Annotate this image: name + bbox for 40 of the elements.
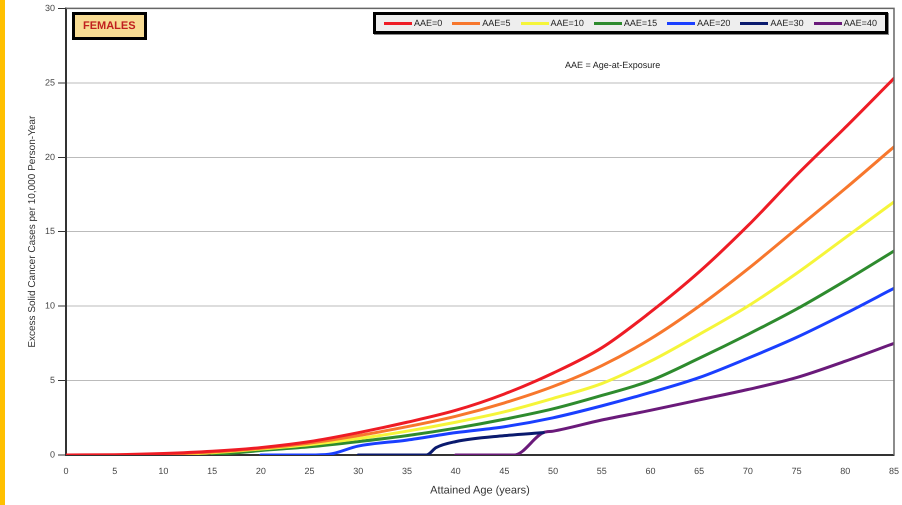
line-series bbox=[454, 342, 894, 455]
x-tick-label: 85 bbox=[888, 466, 899, 476]
x-tick-label: 65 bbox=[694, 466, 704, 476]
x-tick-label: 55 bbox=[596, 466, 607, 476]
legend-label: AAE=40 bbox=[844, 18, 877, 28]
legend-label: AAE=10 bbox=[550, 18, 584, 28]
line-series bbox=[356, 431, 545, 455]
x-tick-label: 70 bbox=[742, 466, 753, 476]
x-tick-label: 75 bbox=[792, 466, 802, 476]
x-tick-label: 15 bbox=[207, 466, 218, 476]
x-tick-label: 20 bbox=[256, 466, 266, 476]
line-series bbox=[259, 286, 894, 455]
annotation: AAE = Age-at-Exposure bbox=[564, 60, 660, 70]
x-tick-label: 40 bbox=[450, 466, 461, 476]
y-tick-label: 30 bbox=[44, 2, 56, 13]
legend-label: AAE=15 bbox=[624, 18, 658, 28]
y-tick-label: 0 bbox=[50, 449, 56, 460]
x-axis-title: Attained Age (years) bbox=[430, 484, 530, 496]
x-tick-label: 5 bbox=[112, 466, 118, 476]
x-tick-label: 30 bbox=[353, 466, 364, 476]
line-series bbox=[210, 250, 894, 455]
y-tick-label: 10 bbox=[44, 300, 56, 311]
x-tick-label: 50 bbox=[548, 466, 558, 476]
x-tick-label: 0 bbox=[64, 466, 69, 476]
x-tick-label: 80 bbox=[840, 466, 850, 476]
annotation: FEMALES bbox=[72, 12, 147, 40]
y-tick-label: 15 bbox=[44, 226, 56, 236]
y-axis-title: Excess Solid Cancer Cases per 10,000 Person-Year bbox=[26, 115, 38, 348]
legend-label: AAE=0 bbox=[414, 18, 442, 28]
x-tick-label: 35 bbox=[402, 466, 412, 476]
y-tick-label: 20 bbox=[44, 152, 56, 162]
legend-label: AAE=20 bbox=[697, 18, 730, 28]
x-tick-label: 25 bbox=[304, 466, 315, 476]
legend-label: AAE=5 bbox=[482, 18, 511, 28]
y-tick-label: 5 bbox=[50, 375, 56, 386]
x-tick-label: 45 bbox=[499, 466, 510, 476]
x-tick-label: 60 bbox=[645, 466, 656, 476]
x-tick-label: 10 bbox=[158, 466, 168, 476]
legend-label: AAE=30 bbox=[770, 18, 804, 28]
y-tick-label: 25 bbox=[44, 77, 56, 88]
